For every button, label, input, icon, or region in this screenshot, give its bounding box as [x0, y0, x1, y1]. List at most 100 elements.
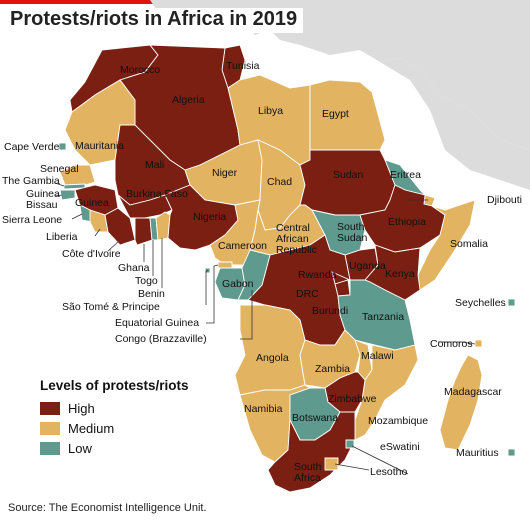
legend-item-low: Low [40, 439, 189, 458]
label-sudan: Sudan [333, 169, 364, 181]
country-angola[interactable] [234, 304, 306, 396]
legend-label-low: Low [68, 441, 92, 456]
country-cape-verde[interactable] [58, 142, 67, 151]
label-line: Angola [256, 352, 289, 364]
label-namibia: Namibia [244, 403, 283, 415]
label-line: DRC [296, 288, 319, 300]
label-angola: Angola [256, 352, 289, 364]
legend-swatch-low [40, 442, 60, 455]
label-line: Côte d'Ivoire [62, 248, 121, 260]
label-cameroon: Cameroon [218, 240, 267, 252]
label-drc: DRC [296, 288, 319, 300]
legend: Levels of protests/riots High Medium Low [40, 378, 189, 459]
legend-item-medium: Medium [40, 419, 189, 438]
label-line: Namibia [244, 403, 283, 415]
label-line: Mauritania [75, 140, 124, 152]
label-line: Malawi [361, 350, 394, 362]
label-line: Burkina Faso [126, 188, 188, 200]
label-line: Djibouti [487, 194, 522, 206]
label-niger: Niger [212, 167, 238, 179]
label-rwanda: Rwanda [298, 269, 337, 281]
label-eswatini: eSwatini [380, 441, 420, 453]
label-togo: Togo [135, 275, 158, 287]
label-the-gambia: The Gambia [2, 175, 60, 187]
label-line: Sierra Leone [2, 214, 62, 226]
label-algeria: Algeria [172, 94, 205, 106]
label-line: Kenya [385, 268, 415, 280]
label-cape-verde: Cape Verde [4, 141, 60, 153]
label-line: Madagascar [444, 386, 502, 398]
label-gabon: Gabon [222, 278, 254, 290]
label-somalia: Somalia [450, 238, 488, 250]
label-benin: Benin [138, 288, 165, 300]
country-equatorial-guinea[interactable] [217, 261, 233, 269]
country-mauritius[interactable] [507, 448, 516, 457]
label-line: Cape Verde [4, 141, 60, 153]
label-line: Libya [258, 105, 283, 117]
label-line: Sudan [333, 169, 364, 181]
label-line: Central [276, 222, 310, 234]
label-line: South [294, 461, 322, 473]
label-line: Nigeria [193, 211, 226, 223]
label-line: Gabon [222, 278, 254, 290]
label-line: Cameroon [218, 240, 267, 252]
label-line: Tunisia [226, 60, 260, 72]
legend-item-high: High [40, 399, 189, 418]
label-line: Liberia [46, 231, 78, 243]
map-title: Protests/riots in Africa in 2019 [8, 8, 304, 33]
label-zambia: Zambia [315, 363, 350, 375]
label-seychelles: Seychelles [455, 297, 506, 309]
label-burkina-faso: Burkina Faso [126, 188, 188, 200]
label-lesotho: Lesotho [370, 466, 408, 478]
country-seychelles[interactable] [507, 298, 516, 307]
country-south-africa[interactable] [267, 411, 356, 493]
label-malawi: Malawi [361, 350, 394, 362]
label-line: Niger [212, 167, 238, 179]
label-line: Eritrea [390, 169, 421, 181]
label-ethiopia: Ethiopia [388, 216, 426, 228]
country-comoros[interactable] [474, 339, 483, 348]
country-cameroon[interactable] [209, 199, 261, 266]
label-liberia: Liberia [46, 231, 78, 243]
country-zambia[interactable] [299, 329, 361, 389]
label-tunisia: Tunisia [226, 60, 260, 72]
country-ghana[interactable] [134, 217, 153, 246]
label-line: Bissau [26, 199, 58, 211]
label-line: Africa [294, 472, 321, 484]
label-madagascar: Madagascar [444, 386, 502, 398]
legend-label-high: High [68, 401, 95, 416]
label-mauritius: Mauritius [456, 447, 499, 459]
source-note: Source: The Economist Intelligence Unit. [8, 502, 207, 514]
country-somalia[interactable] [417, 199, 476, 291]
label-line: Chad [267, 176, 292, 188]
label-congo: Congo (Brazzaville) [115, 333, 207, 345]
label-mauritania: Mauritania [75, 140, 124, 152]
country-guinea-bissau[interactable] [59, 189, 76, 201]
label-line: Ghana [118, 262, 150, 274]
label-line: Rwanda [298, 269, 337, 281]
label-line: Zambia [315, 363, 350, 375]
land-europe [150, 0, 530, 150]
label-eritrea: Eritrea [390, 169, 421, 181]
country-labels: Morocco Tunisia Algeria Libya Egypt Maur… [2, 60, 522, 484]
legend-title: Levels of protests/riots [40, 378, 189, 393]
label-line: Seychelles [455, 297, 506, 309]
country-lesotho[interactable] [324, 457, 339, 471]
label-mali: Mali [145, 159, 164, 171]
country-liberia[interactable] [89, 209, 109, 233]
label-line: Algeria [172, 94, 205, 106]
label-line: Benin [138, 288, 165, 300]
label-mozambique: Mozambique [368, 415, 428, 427]
country-madagascar[interactable] [439, 354, 483, 451]
country-congo[interactable] [237, 249, 271, 301]
label-line: Guinea [26, 188, 60, 200]
label-cote-divoire: Côte d'Ivoire [62, 248, 121, 260]
label-line: Ethiopia [388, 216, 426, 228]
label-line: Tanzania [362, 311, 404, 323]
label-line: Congo (Brazzaville) [115, 333, 207, 345]
label-car: Central African Republic [276, 222, 317, 256]
label-guinea: Guinea [75, 197, 109, 209]
leader-lines [54, 182, 476, 475]
country-sudan[interactable] [299, 149, 396, 216]
